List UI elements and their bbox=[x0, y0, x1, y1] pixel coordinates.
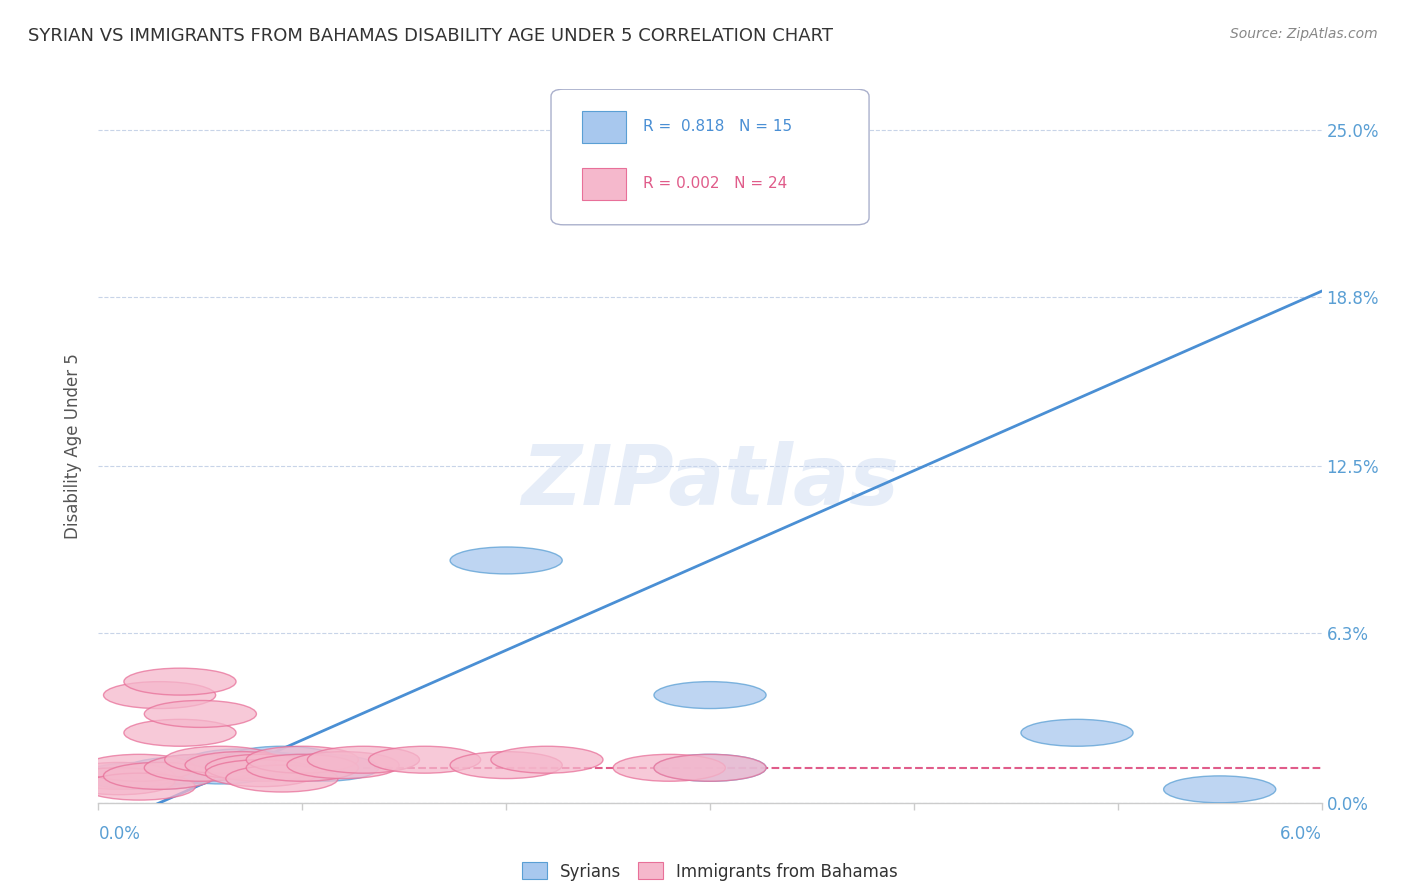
Ellipse shape bbox=[450, 547, 562, 574]
Text: R =  0.818   N = 15: R = 0.818 N = 15 bbox=[643, 119, 792, 134]
Ellipse shape bbox=[104, 681, 215, 708]
Text: 6.0%: 6.0% bbox=[1279, 825, 1322, 843]
Ellipse shape bbox=[124, 757, 236, 784]
Y-axis label: Disability Age Under 5: Disability Age Under 5 bbox=[65, 353, 83, 539]
Ellipse shape bbox=[83, 755, 195, 781]
Ellipse shape bbox=[1021, 719, 1133, 747]
Text: SYRIAN VS IMMIGRANTS FROM BAHAMAS DISABILITY AGE UNDER 5 CORRELATION CHART: SYRIAN VS IMMIGRANTS FROM BAHAMAS DISABI… bbox=[28, 27, 834, 45]
Ellipse shape bbox=[246, 747, 359, 773]
Ellipse shape bbox=[491, 747, 603, 773]
Ellipse shape bbox=[205, 760, 318, 787]
Ellipse shape bbox=[450, 752, 562, 779]
Ellipse shape bbox=[124, 668, 236, 695]
Ellipse shape bbox=[1164, 776, 1275, 803]
Ellipse shape bbox=[654, 681, 766, 708]
Ellipse shape bbox=[654, 755, 766, 781]
Ellipse shape bbox=[308, 747, 419, 773]
Ellipse shape bbox=[124, 719, 236, 747]
Text: Source: ZipAtlas.com: Source: ZipAtlas.com bbox=[1230, 27, 1378, 41]
Ellipse shape bbox=[165, 747, 277, 773]
FancyBboxPatch shape bbox=[551, 89, 869, 225]
Ellipse shape bbox=[145, 755, 256, 781]
Ellipse shape bbox=[205, 755, 318, 781]
Ellipse shape bbox=[104, 763, 215, 789]
Ellipse shape bbox=[287, 752, 399, 779]
Ellipse shape bbox=[104, 763, 215, 789]
Ellipse shape bbox=[246, 755, 359, 781]
Text: R = 0.002   N = 24: R = 0.002 N = 24 bbox=[643, 176, 787, 191]
Ellipse shape bbox=[83, 773, 195, 800]
Ellipse shape bbox=[205, 752, 318, 779]
Ellipse shape bbox=[145, 755, 256, 781]
Text: ZIPatlas: ZIPatlas bbox=[522, 442, 898, 522]
Ellipse shape bbox=[368, 747, 481, 773]
Ellipse shape bbox=[83, 763, 195, 789]
Text: 0.0%: 0.0% bbox=[98, 825, 141, 843]
Ellipse shape bbox=[186, 752, 297, 779]
Ellipse shape bbox=[613, 755, 725, 781]
Ellipse shape bbox=[246, 755, 359, 781]
FancyBboxPatch shape bbox=[582, 111, 626, 143]
Ellipse shape bbox=[165, 757, 277, 784]
Ellipse shape bbox=[63, 768, 174, 795]
Ellipse shape bbox=[267, 755, 378, 781]
Ellipse shape bbox=[63, 763, 174, 789]
Ellipse shape bbox=[654, 755, 766, 781]
Ellipse shape bbox=[226, 747, 337, 773]
Ellipse shape bbox=[145, 700, 256, 727]
Ellipse shape bbox=[186, 749, 297, 776]
Ellipse shape bbox=[226, 765, 337, 792]
FancyBboxPatch shape bbox=[582, 168, 626, 200]
Legend: Syrians, Immigrants from Bahamas: Syrians, Immigrants from Bahamas bbox=[515, 855, 905, 888]
